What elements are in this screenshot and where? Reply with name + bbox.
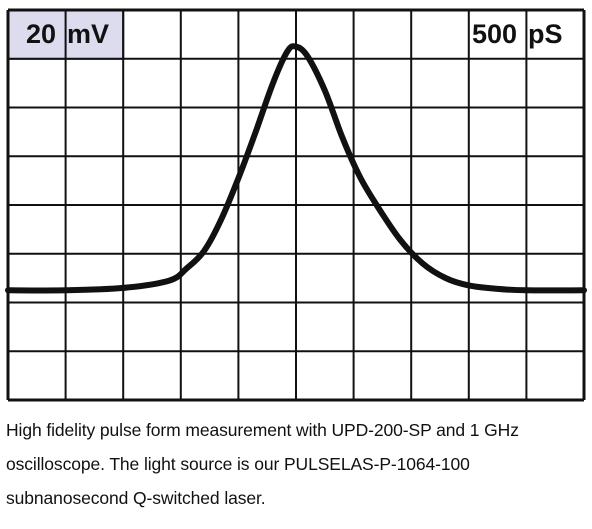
graticule-grid-overlay — [6, 8, 125, 60]
oscilloscope-plot: 20 mV 500 pS — [5, 8, 587, 402]
caption-line: oscilloscope. The light source is our PU… — [6, 454, 470, 474]
caption-line: subnanosecond Q-switched laser. — [6, 488, 266, 508]
vertical-scale-unit: mV — [67, 19, 109, 49]
vertical-scale-value: 20 — [26, 19, 56, 49]
pulse-trace — [5, 43, 587, 294]
figure-caption: High fidelity pulse form measurement wit… — [6, 413, 590, 515]
horizontal-scale-unit: pS — [528, 19, 563, 49]
horizontal-scale-value: 500 — [472, 19, 517, 49]
graticule-grid — [6, 8, 586, 402]
caption-line: High fidelity pulse form measurement wit… — [6, 420, 519, 440]
